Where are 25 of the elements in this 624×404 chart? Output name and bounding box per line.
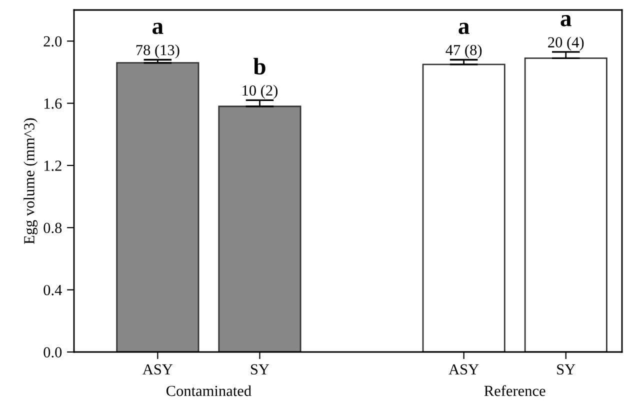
x-tick-label: ASY <box>448 364 479 375</box>
text: Contaminated <box>166 385 252 396</box>
annotation: 10 (2) <box>242 84 278 99</box>
text: Reference <box>484 385 546 396</box>
y-tick-label: 1.6 <box>44 98 62 109</box>
bar <box>524 57 608 352</box>
y-tick-label: 0.8 <box>44 222 62 234</box>
y-axis-title: Egg volume (mm^3) <box>24 118 38 244</box>
bar <box>116 62 200 352</box>
x-tick-label: SY <box>557 364 576 375</box>
bar <box>218 106 302 352</box>
y-tick-label: 2.0 <box>44 36 62 47</box>
annotation: 47 (8) <box>446 44 482 58</box>
y-tick-label: 0.0 <box>44 347 62 358</box>
x-tick-label: ASY <box>142 364 173 375</box>
annotation: a <box>458 22 470 34</box>
bar <box>422 64 506 352</box>
x-tick-label: SY <box>250 364 270 375</box>
y-tick-label: 0.4 <box>44 284 62 296</box>
annotation: 78 (13) <box>136 44 180 58</box>
annotation: 20 (4) <box>548 36 584 51</box>
annotation: b <box>253 58 266 75</box>
annotation: a <box>152 22 164 34</box>
annotation: a <box>560 15 572 26</box>
y-tick-label: 1.2 <box>44 160 62 171</box>
